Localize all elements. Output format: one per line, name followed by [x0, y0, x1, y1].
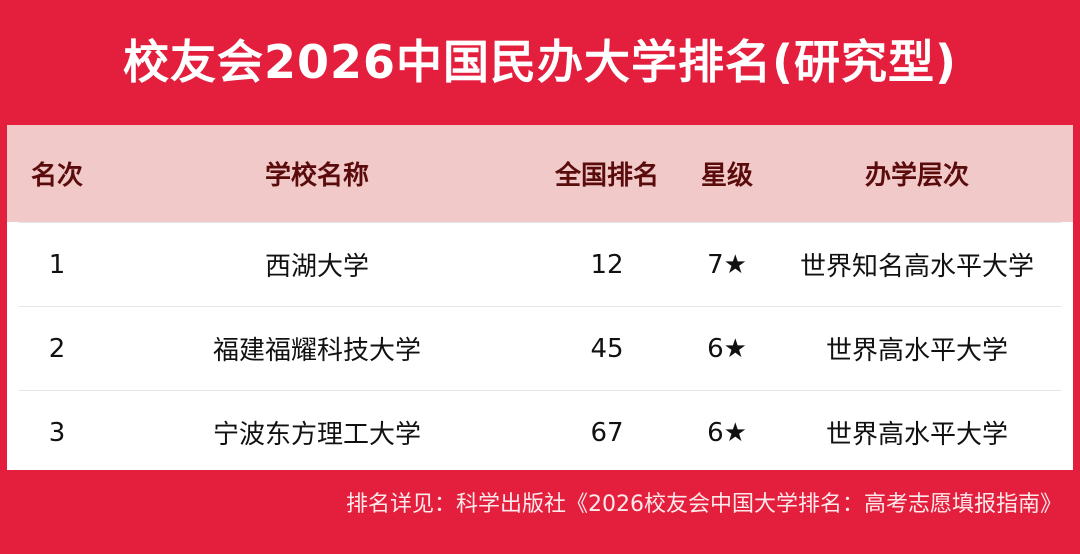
table-header: 名次 学校名称 全国排名 星级 办学层次 [7, 125, 1073, 222]
source-note: 排名详见：科学出版社《2026校友会中国大学排名：高考志愿填报指南》 [346, 492, 1062, 517]
level-cell: 世界知名高水平大学 [799, 252, 1034, 282]
page-title: 校友会2026中国民办大学排名(研究型) [122, 35, 958, 89]
rank-cell: 2 [48, 333, 66, 364]
school-name-cell: 福建福耀科技大学 [212, 336, 421, 366]
header-school-name: 学校名称 [264, 161, 369, 191]
header-stars: 星级 [700, 161, 753, 191]
national-rank-cell: 45 [590, 333, 624, 364]
level-cell: 世界高水平大学 [825, 420, 1008, 450]
header-rank: 名次 [30, 161, 83, 191]
rank-cell: 1 [48, 249, 66, 280]
table-row: 3 宁波东方理工大学 67 6★ 世界高水平大学 [19, 390, 1061, 474]
stars-cell: 6★ [707, 417, 747, 448]
header-national-rank: 全国排名 [554, 161, 659, 191]
national-rank-cell: 12 [590, 249, 624, 280]
stars-cell: 6★ [707, 333, 747, 364]
header-level: 办学层次 [864, 161, 969, 191]
table-row: 1 西湖大学 12 7★ 世界知名高水平大学 [19, 222, 1061, 306]
school-name-cell: 西湖大学 [264, 252, 369, 282]
level-cell: 世界高水平大学 [825, 336, 1008, 366]
ranking-table: 名次 学校名称 全国排名 星级 办学层次 1 西湖大学 12 7★ 世界知名高水… [7, 125, 1073, 470]
national-rank-cell: 67 [590, 417, 624, 448]
rank-cell: 3 [48, 417, 66, 448]
table-row: 2 福建福耀科技大学 45 6★ 世界高水平大学 [19, 306, 1061, 390]
school-name-cell: 宁波东方理工大学 [212, 420, 421, 450]
stars-cell: 7★ [707, 249, 747, 280]
